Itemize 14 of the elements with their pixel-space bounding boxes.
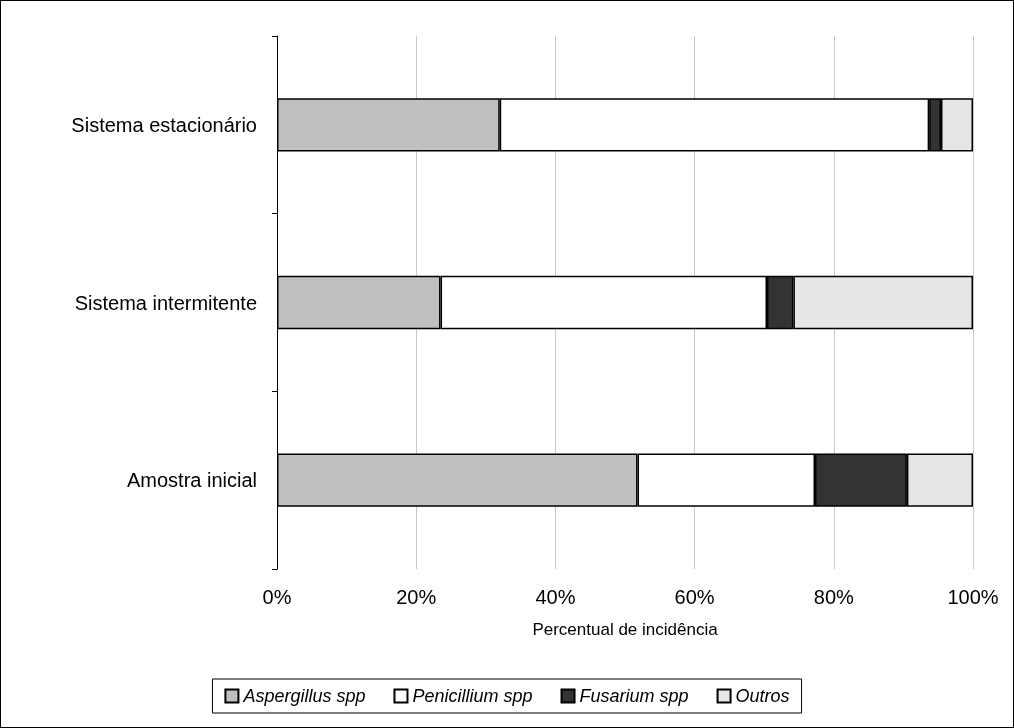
y-tick-label: Sistema estacionário <box>71 113 257 136</box>
x-tick-label: 100% <box>947 586 999 608</box>
x-tick-label: 0% <box>262 586 292 608</box>
legend-label: Aspergillus spp <box>242 686 366 706</box>
x-tick-label: 60% <box>674 586 715 608</box>
legend-label: Outros <box>735 686 790 706</box>
legend-label: Penicillium spp <box>412 686 533 706</box>
y-tick-label: Sistema intermitente <box>74 291 257 314</box>
x-tick-label: 40% <box>535 586 576 608</box>
x-tick-label: 80% <box>813 586 855 608</box>
x-tick-label: 20% <box>396 586 437 608</box>
y-tick-label: Amostra inicial <box>126 469 257 492</box>
legend-label: Fusarium spp <box>579 686 689 706</box>
x-axis-title: Percentual de incidência <box>532 620 719 639</box>
